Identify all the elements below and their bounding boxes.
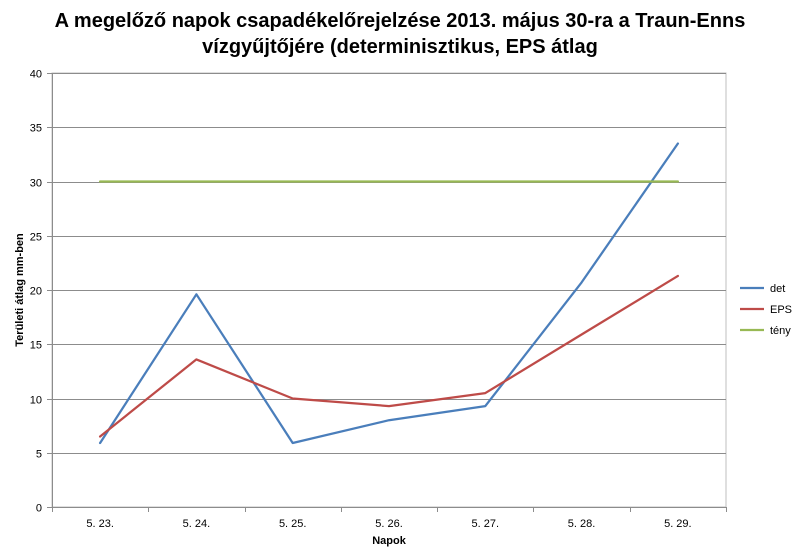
chart-title: A megelőző napok csapadékelőrejelzése 20…	[0, 8, 800, 60]
x-axis-title: Napok	[372, 535, 407, 547]
series-lines	[98, 142, 680, 445]
legend-label: EPS	[770, 304, 792, 316]
y-tick-label: 20	[30, 286, 42, 298]
y-tick-label: 10	[30, 395, 42, 407]
y-tick-label: 5	[36, 449, 42, 461]
x-tick-label: 5. 24.	[183, 518, 211, 530]
y-tick-label: 25	[30, 232, 42, 244]
y-tick-label: 30	[30, 178, 42, 190]
series-line-1	[98, 142, 680, 445]
y-tick-label: 0	[36, 503, 42, 515]
y-tick-label: 15	[30, 340, 42, 352]
x-tick-label: 5. 26.	[375, 518, 403, 530]
x-tick-label: 5. 28.	[568, 518, 596, 530]
series-line-2	[98, 274, 680, 438]
x-tick-label: 5. 25.	[279, 518, 307, 530]
gridlines	[51, 72, 727, 508]
x-tick-label: 5. 23.	[86, 518, 114, 530]
axes: 0 5 10 15 20 25 30 35 40 5. 23. 5. 24. 5. 25. 5. 26.…	[30, 69, 727, 530]
chart-title-line-2: vízgyűjtőjére (determinisztikus, EPS átl…	[202, 36, 598, 58]
legend-label: tény	[770, 325, 791, 337]
chart-title-line-1: A megelőző napok csapadékelőrejelzése 20…	[54, 10, 746, 32]
x-tick-label: 5. 29.	[664, 518, 692, 530]
y-tick-label: 40	[30, 69, 42, 81]
legend-label: det	[770, 283, 785, 295]
y-axis-title: Területi átlag mm-ben	[14, 233, 26, 347]
legend: det EPS tény	[740, 283, 792, 337]
y-tick-label: 35	[30, 123, 42, 135]
x-tick-label: 5. 27.	[472, 518, 500, 530]
